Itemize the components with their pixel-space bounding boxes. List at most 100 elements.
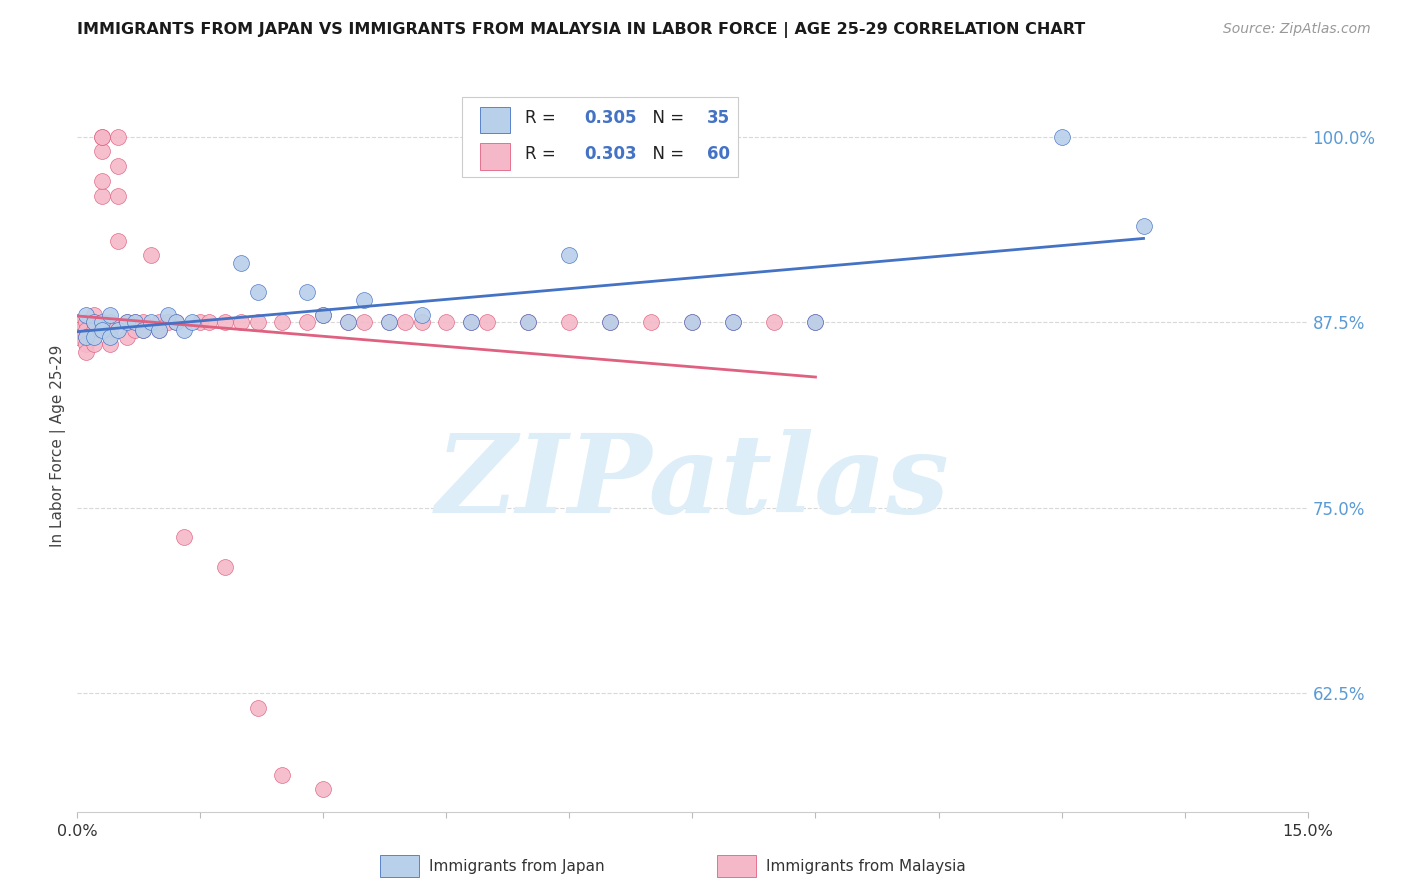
Point — [188, 315, 212, 329]
Point — [148, 322, 170, 336]
Point — [132, 322, 155, 336]
FancyBboxPatch shape — [463, 97, 738, 177]
Point — [75, 344, 97, 359]
Text: N =: N = — [643, 145, 689, 163]
Text: 15.0%: 15.0% — [1282, 823, 1333, 838]
Point — [804, 315, 827, 329]
Point — [75, 308, 97, 322]
Point — [214, 315, 236, 329]
Point — [723, 315, 745, 329]
Point — [107, 159, 129, 173]
Point — [75, 315, 97, 329]
Point — [173, 530, 195, 544]
Point — [599, 315, 621, 329]
Point — [682, 315, 704, 329]
Point — [107, 189, 129, 203]
Point — [115, 315, 138, 329]
Point — [682, 315, 704, 329]
Point — [90, 315, 114, 329]
Text: 0.305: 0.305 — [585, 109, 637, 127]
Point — [66, 315, 89, 329]
Point — [148, 315, 170, 329]
Point — [132, 322, 155, 336]
Point — [804, 315, 827, 329]
Point — [1132, 219, 1154, 233]
Point — [148, 322, 170, 336]
Point — [107, 129, 129, 144]
Point — [723, 315, 745, 329]
Point — [460, 315, 482, 329]
Point — [66, 330, 89, 344]
Text: ZIPatlas: ZIPatlas — [436, 429, 949, 536]
Point — [75, 330, 97, 344]
Point — [295, 315, 318, 329]
Point — [98, 330, 121, 344]
Point — [124, 315, 146, 329]
Point — [124, 315, 146, 329]
Point — [231, 315, 253, 329]
Point — [165, 315, 187, 329]
Text: Immigrants from Japan: Immigrants from Japan — [429, 859, 605, 873]
Point — [353, 293, 375, 307]
Text: Immigrants from Malaysia: Immigrants from Malaysia — [766, 859, 966, 873]
Point — [640, 315, 662, 329]
Point — [477, 315, 499, 329]
Point — [83, 330, 105, 344]
Point — [83, 322, 105, 336]
Point — [115, 315, 138, 329]
Point — [394, 315, 416, 329]
Point — [558, 315, 581, 329]
Point — [141, 315, 163, 329]
Y-axis label: In Labor Force | Age 25-29: In Labor Force | Age 25-29 — [51, 345, 66, 547]
Point — [295, 285, 318, 300]
Point — [378, 315, 401, 329]
Point — [107, 322, 129, 336]
Point — [90, 189, 114, 203]
Point — [173, 322, 195, 336]
Point — [599, 315, 621, 329]
Point — [312, 308, 335, 322]
Point — [132, 315, 155, 329]
Point — [517, 315, 540, 329]
Point — [107, 234, 129, 248]
Point — [763, 315, 786, 329]
Text: 35: 35 — [707, 109, 730, 127]
Point — [83, 337, 105, 351]
Point — [75, 322, 97, 336]
Point — [460, 315, 482, 329]
Text: 0.303: 0.303 — [585, 145, 637, 163]
Point — [83, 315, 105, 329]
Point — [75, 330, 97, 344]
Text: R =: R = — [526, 109, 561, 127]
FancyBboxPatch shape — [479, 144, 510, 169]
Point — [1050, 129, 1073, 144]
Point — [436, 315, 458, 329]
Point — [141, 248, 163, 262]
Point — [197, 315, 219, 329]
Point — [214, 560, 236, 574]
Text: 0.0%: 0.0% — [58, 823, 97, 838]
Point — [378, 315, 401, 329]
Point — [271, 767, 294, 781]
Point — [90, 145, 114, 159]
Point — [337, 315, 360, 329]
Point — [246, 315, 269, 329]
Point — [115, 330, 138, 344]
Text: Source: ZipAtlas.com: Source: ZipAtlas.com — [1223, 22, 1371, 37]
Text: R =: R = — [526, 145, 561, 163]
Point — [156, 308, 179, 322]
Point — [246, 701, 269, 715]
Point — [411, 315, 433, 329]
Point — [66, 322, 89, 336]
Point — [124, 322, 146, 336]
Point — [337, 315, 360, 329]
Point — [83, 315, 105, 329]
Point — [231, 256, 253, 270]
Point — [90, 322, 114, 336]
Text: 60: 60 — [707, 145, 730, 163]
Point — [312, 308, 335, 322]
Point — [165, 315, 187, 329]
Point — [271, 315, 294, 329]
Point — [98, 322, 121, 336]
Point — [90, 174, 114, 188]
